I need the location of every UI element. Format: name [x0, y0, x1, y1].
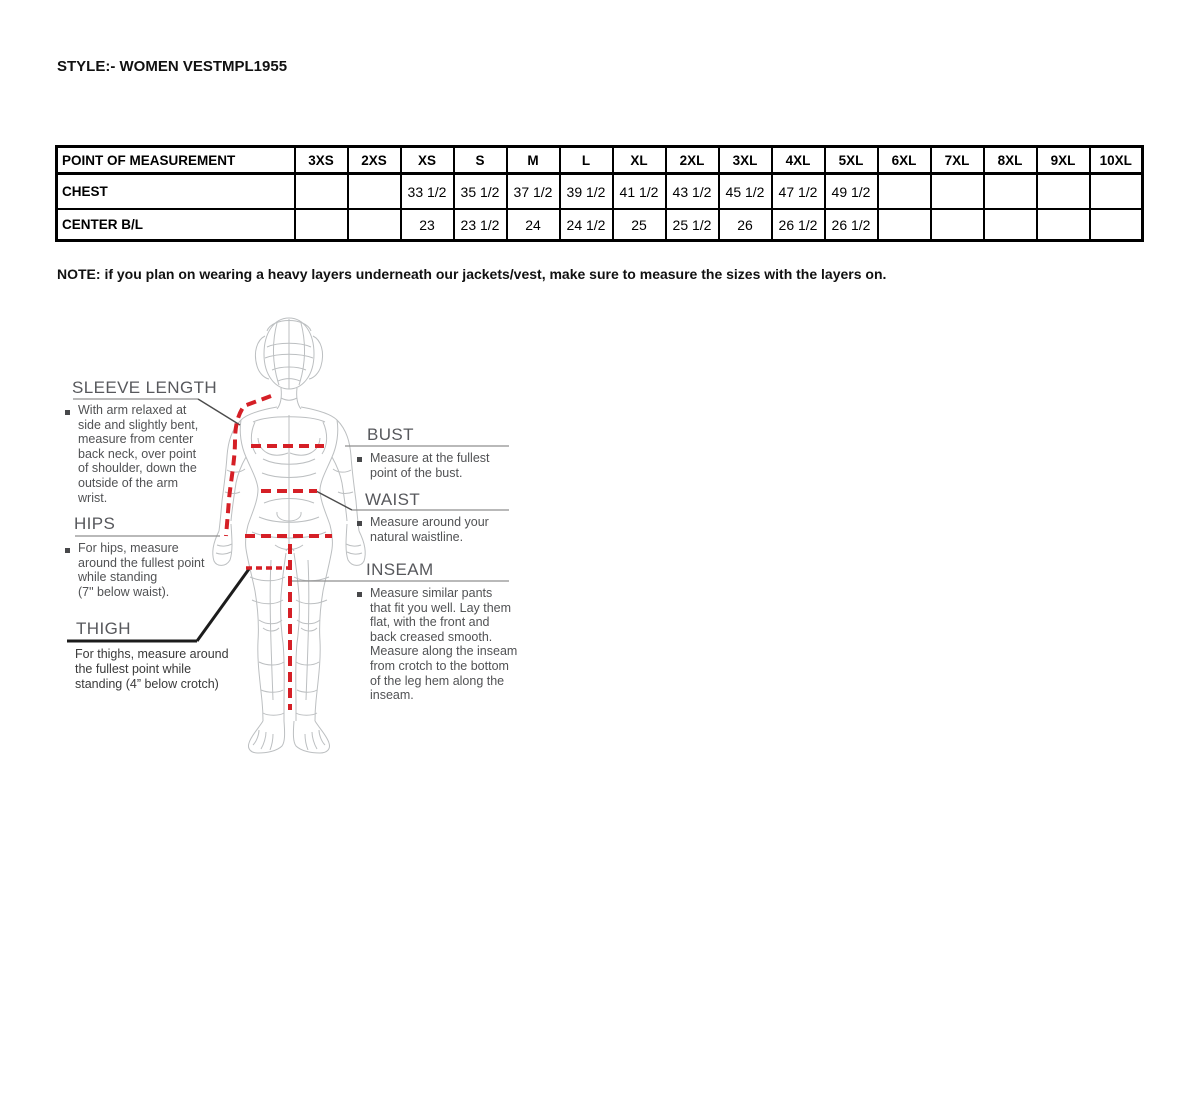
size-value-cell: [1035, 172, 1091, 210]
size-column-header: L: [558, 145, 614, 175]
size-value-cell: 26: [717, 208, 773, 242]
size-column-header: 4XL: [770, 145, 826, 175]
bullet-icon: [357, 457, 362, 462]
sleeve-length-description: With arm relaxed at side and slightly be…: [78, 403, 199, 505]
size-column-header: M: [505, 145, 561, 175]
size-value-cell: [346, 172, 402, 210]
size-value-cell: [1035, 208, 1091, 242]
size-column-header: 3XL: [717, 145, 773, 175]
size-column-header: 2XS: [346, 145, 402, 175]
inseam-description: Measure similar pants that fit you well.…: [370, 586, 518, 703]
size-column-header: 10XL: [1088, 145, 1144, 175]
thigh-description: For thighs, measure around the fullest p…: [75, 647, 229, 691]
size-value-cell: 45 1/2: [717, 172, 773, 210]
size-value-cell: 24 1/2: [558, 208, 614, 242]
size-column-header: S: [452, 145, 508, 175]
bullet-icon: [65, 410, 70, 415]
inseam-heading: INSEAM: [366, 560, 434, 579]
bullet-icon: [357, 521, 362, 526]
size-column-header: 8XL: [982, 145, 1038, 175]
table-row: CENTER B/L 23 23 1/2 24 24 1/2 25 25 1/2 26 26 1…: [55, 208, 1144, 242]
note-text: NOTE: if you plan on wearing a heavy lay…: [57, 266, 887, 282]
size-value-cell: [929, 208, 985, 242]
measurement-row-label: CHEST: [55, 172, 296, 210]
thigh-pointer-line: [195, 568, 251, 642]
size-value-cell: 23 1/2: [452, 208, 508, 242]
size-value-cell: [293, 208, 349, 242]
size-value-cell: 43 1/2: [664, 172, 720, 210]
waist-description: Measure around your natural waistline.: [370, 515, 489, 544]
style-label: STYLE:- WOMEN VEST: [57, 58, 222, 75]
size-value-cell: 26 1/2: [770, 208, 826, 242]
size-column-header: 2XL: [664, 145, 720, 175]
bust-heading: BUST: [367, 425, 414, 444]
hips-description: For hips, measure around the fullest poi…: [78, 541, 205, 599]
sleeve-length-heading: SLEEVE LENGTH: [72, 378, 218, 397]
size-column-header: 3XS: [293, 145, 349, 175]
table-header-row: POINT OF MEASUREMENT 3XS 2XS XS S M L XL 2XL 3XL 4…: [55, 145, 1144, 175]
size-value-cell: 26 1/2: [823, 208, 879, 242]
size-value-cell: [293, 172, 349, 210]
size-value-cell: [876, 208, 932, 242]
size-value-cell: 33 1/2: [399, 172, 455, 210]
thigh-heading: THIGH: [76, 619, 131, 638]
size-value-cell: [982, 208, 1038, 242]
table-row: CHEST 33 1/2 35 1/2 37 1/2 39 1/2 41 1/2 43 1/…: [55, 172, 1144, 210]
waist-heading: WAIST: [365, 490, 421, 509]
size-column-header: 6XL: [876, 145, 932, 175]
size-value-cell: [982, 172, 1038, 210]
sleeve-length-pointer-line: [197, 398, 241, 426]
size-table-container: POINT OF MEASUREMENT 3XS 2XS XS S M L XL 2XL 3XL 4…: [55, 145, 1144, 242]
size-value-cell: 41 1/2: [611, 172, 667, 210]
size-value-cell: 23: [399, 208, 455, 242]
size-column-header: 5XL: [823, 145, 879, 175]
size-column-header: 9XL: [1035, 145, 1091, 175]
point-of-measurement-header: POINT OF MEASUREMENT: [55, 145, 296, 175]
document-title: STYLE:- WOMEN VEST MPL1955: [57, 58, 287, 75]
size-value-cell: 24: [505, 208, 561, 242]
size-value-cell: 37 1/2: [505, 172, 561, 210]
waist-pointer-line: [315, 490, 353, 511]
size-value-cell: [876, 172, 932, 210]
sleeve-measure-line: [224, 394, 272, 537]
size-value-cell: [929, 172, 985, 210]
size-value-cell: 25 1/2: [664, 208, 720, 242]
size-value-cell: [346, 208, 402, 242]
size-value-cell: [1088, 172, 1144, 210]
bullet-icon: [357, 592, 362, 597]
size-column-header: 7XL: [929, 145, 985, 175]
size-value-cell: 25: [611, 208, 667, 242]
size-value-cell: 49 1/2: [823, 172, 879, 210]
bullet-icon: [65, 548, 70, 553]
size-value-cell: 35 1/2: [452, 172, 508, 210]
style-code: MPL1955: [222, 58, 288, 75]
size-table: POINT OF MEASUREMENT 3XS 2XS XS S M L XL 2XL 3XL 4…: [55, 145, 1144, 242]
size-value-cell: [1088, 208, 1144, 242]
measurement-row-label: CENTER B/L: [55, 208, 296, 242]
size-value-cell: 39 1/2: [558, 172, 614, 210]
size-column-header: XL: [611, 145, 667, 175]
bust-description: Measure at the fullest point of the bust…: [370, 451, 490, 480]
hips-heading: HIPS: [74, 514, 116, 533]
size-column-header: XS: [399, 145, 455, 175]
female-figure-wireframe: [212, 317, 366, 754]
size-value-cell: 47 1/2: [770, 172, 826, 210]
